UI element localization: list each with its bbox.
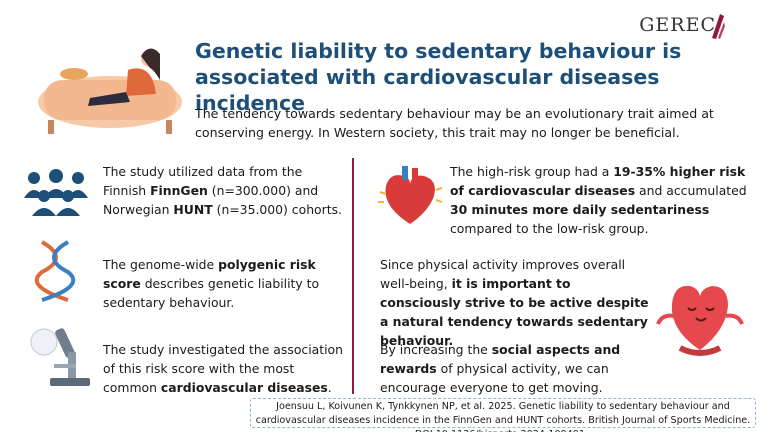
paragraph: The high-risk group had a 19-35% higher …	[450, 162, 750, 238]
bold-text: 30 minutes more daily sedentariness	[450, 202, 710, 217]
paragraph: The genome-wide polygenic risk score des…	[103, 255, 343, 312]
text: .	[327, 380, 332, 395]
logo-mark	[712, 14, 725, 39]
text: The high-risk group had a	[450, 164, 614, 179]
divider	[352, 158, 354, 394]
sofa-illustration	[38, 48, 182, 134]
paragraph: The study investigated the association o…	[103, 340, 348, 397]
bold-text: it is important to consciously strive to…	[380, 276, 649, 348]
text: Since physical activity improves overall…	[380, 257, 626, 291]
paragraph: Since physical activity improves overall…	[380, 255, 652, 350]
text: of physical activity, we can encourage e…	[380, 361, 609, 395]
title: Genetic liability to sedentary behaviour…	[195, 39, 682, 115]
people-icon	[24, 169, 88, 216]
paragraph: The study utilized data from the Finnish…	[103, 162, 343, 219]
logo: GEREC	[639, 14, 716, 36]
text: The study utilized data from the Finnish	[103, 164, 303, 198]
text: and accumulated	[635, 183, 747, 198]
paragraph: By increasing the social aspects and rew…	[380, 340, 670, 397]
citation: Joensuu L, Koivunen K, Tynkkynen NP, et …	[250, 398, 756, 432]
text: The study investigated the association o…	[103, 342, 343, 395]
bold-text: cardiovascular diseases	[160, 380, 328, 395]
microscope-icon	[30, 328, 90, 386]
meditating-heart	[656, 285, 744, 356]
subtitle: The tendency towards sedentary behaviour…	[195, 106, 714, 140]
bold-text: social aspects and rewards	[380, 342, 621, 376]
bold-text: FinnGen	[150, 183, 208, 198]
heart-icon	[378, 166, 442, 224]
bold-text: polygenic risk score	[103, 257, 316, 291]
text: compared to the low-risk group.	[450, 221, 649, 236]
text: By increasing the	[380, 342, 492, 357]
text: (n=35.000) cohorts.	[212, 202, 342, 217]
text: describes genetic liability to sedentary…	[103, 276, 320, 310]
text: The genome-wide	[103, 257, 219, 272]
bold-text: HUNT	[173, 202, 213, 217]
dna-icon	[34, 240, 76, 302]
text: (n=300.000) and Norwegian	[103, 183, 319, 217]
bold-text: 19-35% higher risk of cardiovascular dis…	[450, 164, 746, 198]
